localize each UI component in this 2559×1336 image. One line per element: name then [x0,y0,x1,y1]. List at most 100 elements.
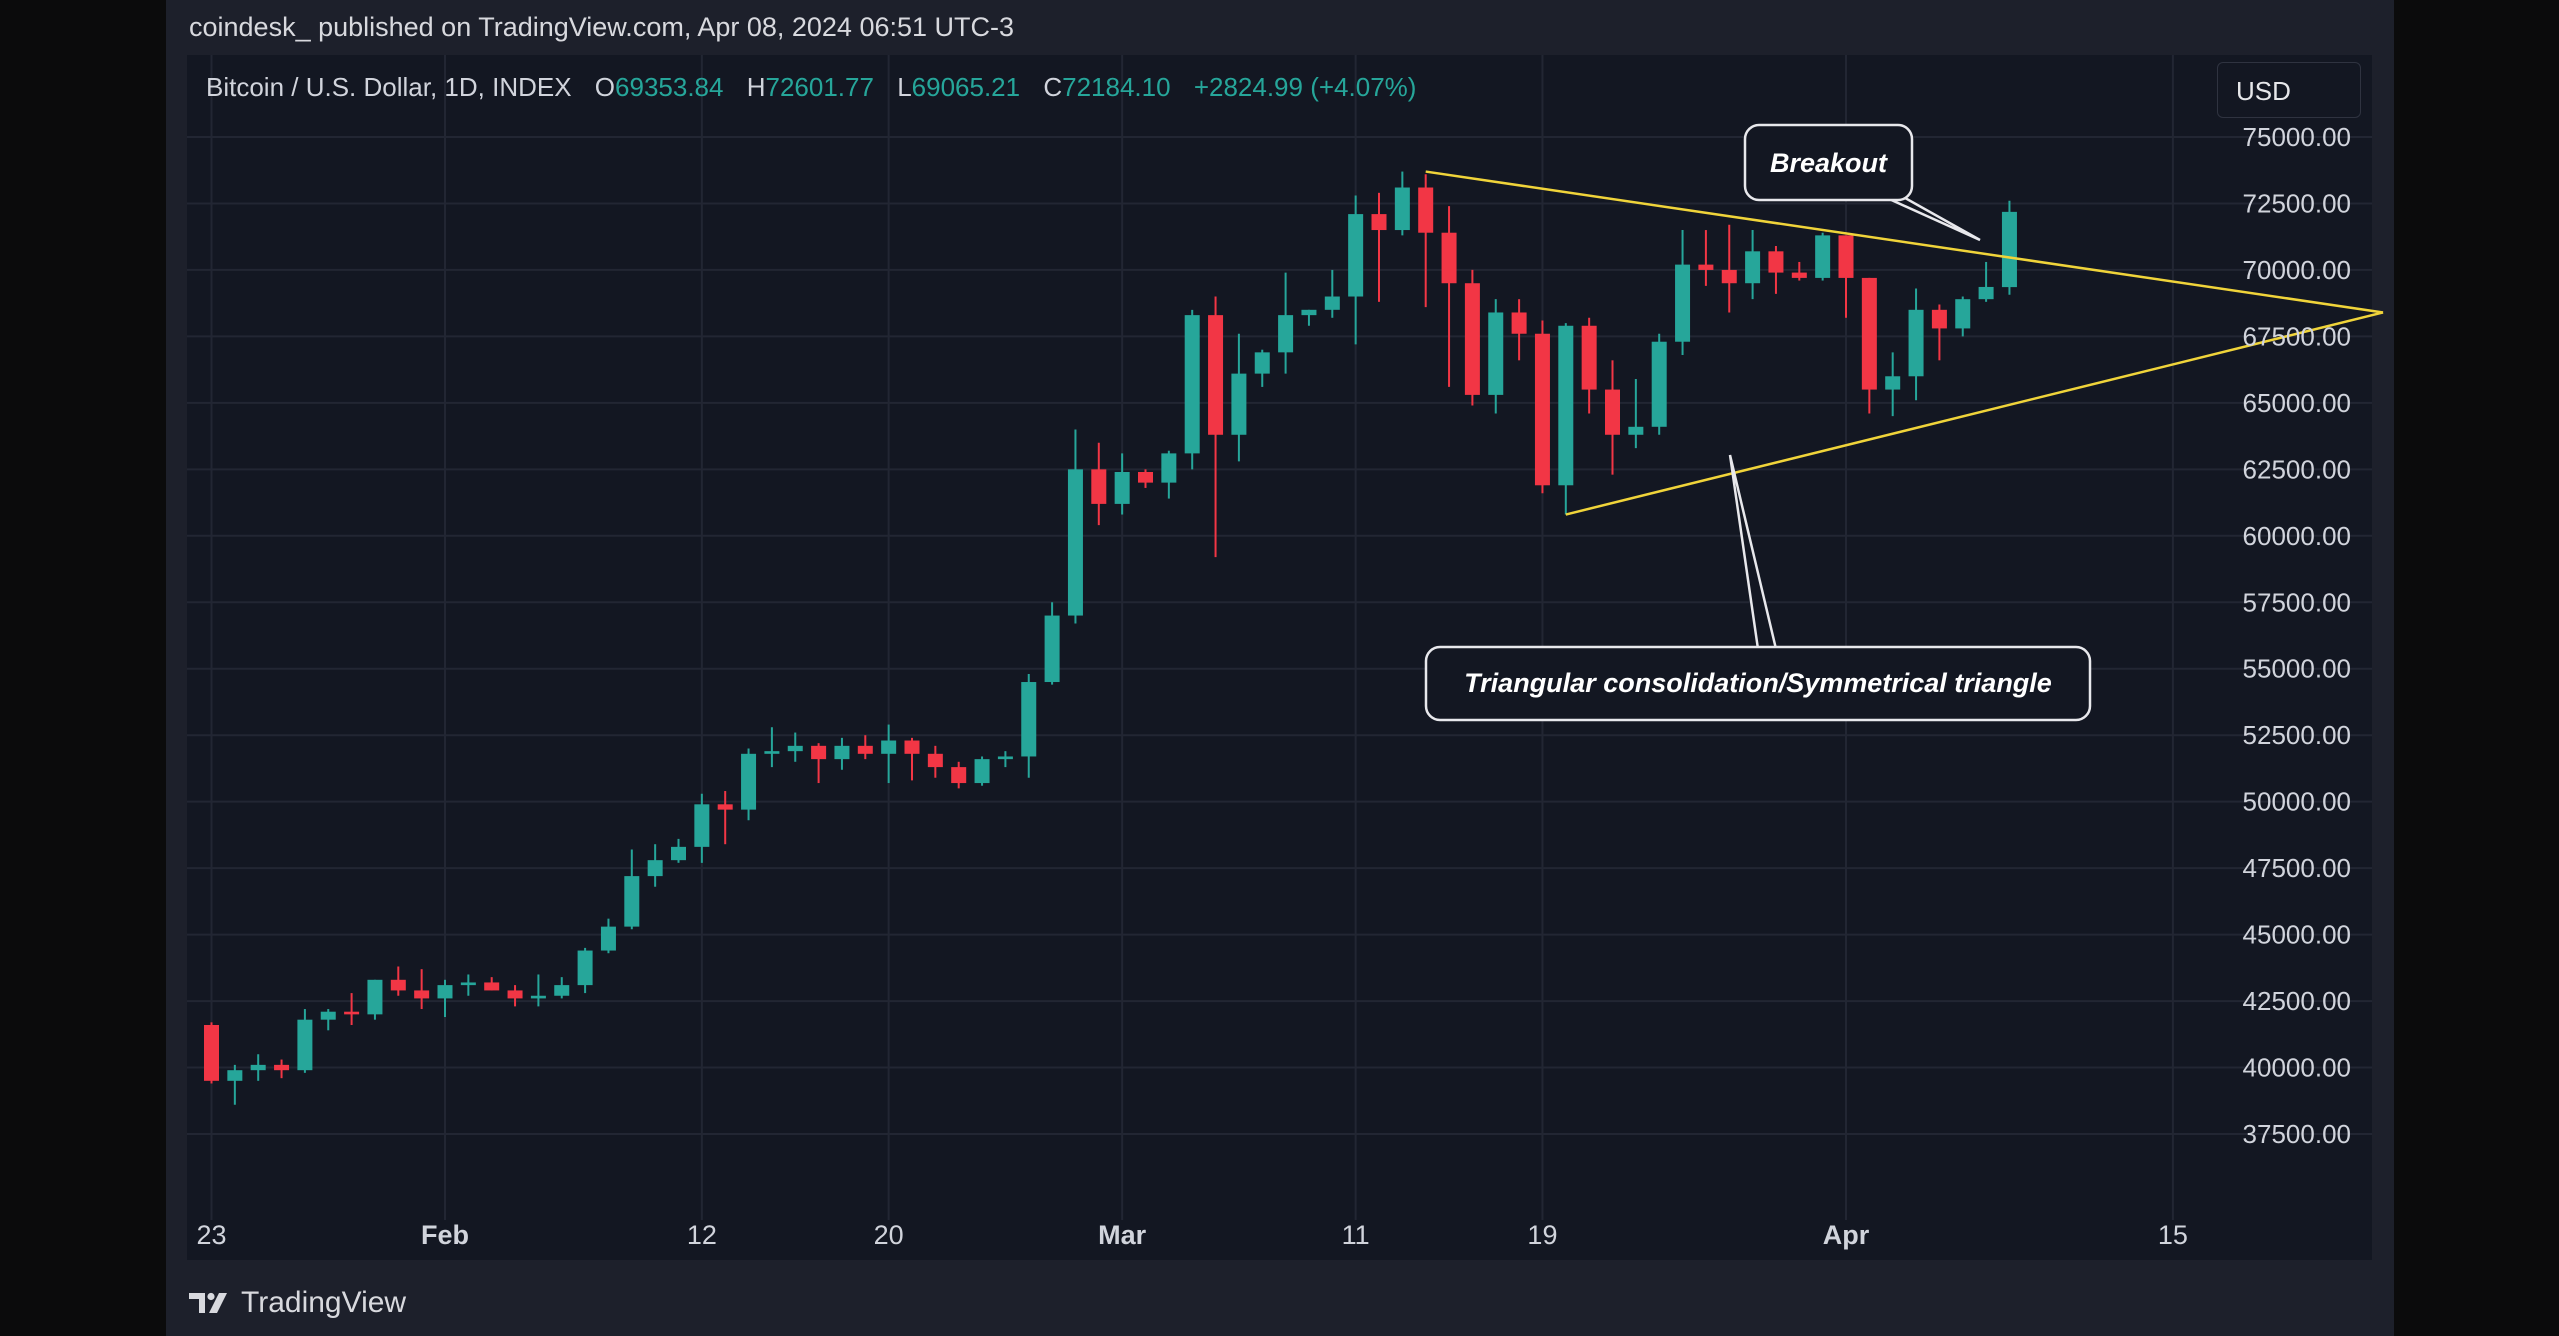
candle-body [1861,277,1877,390]
y-tick-label: 52500.00 [2243,720,2351,750]
open-label: O [594,72,616,102]
candle [530,974,546,1007]
candle [1324,269,1340,318]
candle-body [1464,283,1480,395]
candle [2001,200,2017,295]
low-value: 69065.21 [911,72,1021,102]
y-tick-label: 42500.00 [2243,986,2351,1016]
candle-body [1138,471,1153,483]
brand-name: TradingView [241,1286,407,1319]
candle [484,977,500,991]
candle-body [554,985,570,996]
candle [344,993,360,1025]
symbol-title: Bitcoin / U.S. Dollar, 1D, INDEX [206,72,572,102]
candle [927,745,943,778]
candle-body [1745,251,1761,284]
y-tick-label: 55000.00 [2243,654,2351,684]
currency-button[interactable]: USD [2217,62,2361,118]
candle-body [1605,389,1620,435]
low-label: L [897,72,912,102]
candle [320,1009,336,1031]
x-tick-label: Feb [421,1220,469,1250]
candle [997,751,1013,768]
candle [1301,309,1317,326]
candle [227,1064,243,1105]
candle [1791,261,1807,281]
candle [1278,272,1294,374]
callout-box [1424,645,2092,722]
candle-body [507,990,523,999]
candle-body [274,1064,290,1071]
candle [1931,304,1947,361]
candle [764,727,780,768]
candle-body [390,979,406,991]
candle-body [927,753,943,768]
candle [1231,333,1247,462]
candle [1651,333,1667,435]
candle [624,849,640,930]
candle [1114,453,1130,515]
candle [1184,309,1200,470]
candle [1885,352,1901,417]
candle-body [1978,286,1994,300]
candle-body [1278,315,1294,353]
tradingview-logo[interactable]: TradingView [189,1286,406,1320]
candle [1581,317,1597,414]
candle-body [227,1070,243,1081]
candle-body [1208,315,1224,435]
candle-body [297,1019,313,1071]
candle-body [1558,325,1574,486]
candle-body [1885,376,1901,390]
candle-body [951,767,967,784]
candle [1488,299,1504,414]
candle [1394,171,1410,236]
candle [1721,224,1737,313]
candle [577,947,593,994]
candle-body [1675,264,1691,342]
candle [671,838,686,863]
candle-body [881,740,897,754]
callout-text: Breakout [1770,148,1888,178]
candle-body [1161,453,1177,483]
y-tick-label: 57500.00 [2243,587,2351,617]
candle [1138,469,1153,488]
candle-body [1581,325,1597,390]
candle-body [250,1064,266,1071]
callout-pointer [1728,454,1778,650]
x-tick-label: 11 [1342,1220,1370,1250]
candle-body [1651,341,1667,427]
y-tick-label: 67500.00 [2243,321,2351,351]
candle-body [600,926,616,951]
candle [811,743,827,784]
y-tick-label: 50000.00 [2243,787,2351,817]
y-tick-label: 72500.00 [2243,188,2351,218]
candle [1675,230,1691,356]
candle-body [1441,232,1457,284]
symbol-legend: Bitcoin / U.S. Dollar, 1D, INDEX O69353.… [206,72,1432,103]
candle-body [997,756,1013,760]
candle-body [694,804,710,847]
y-tick-label: 40000.00 [2243,1053,2351,1083]
candle-body [1931,309,1947,329]
high-label: H [746,72,766,102]
candle-body [787,745,803,752]
candle [1745,230,1761,300]
triangle-trendline [1565,311,2384,516]
candle-body [1955,299,1971,329]
candle [1558,323,1574,515]
y-tick-label: 60000.00 [2243,521,2351,551]
candle-body [904,740,920,754]
candle [1605,360,1620,475]
candle [1021,674,1037,778]
candle [1511,299,1527,361]
candle-body [460,982,476,986]
candle-body [1324,296,1340,310]
callout-text: Triangular consolidation/Symmetrical tri… [1464,668,2052,698]
candle [1768,246,1784,294]
candle [274,1059,290,1079]
candle-body [1511,312,1527,334]
candle-body [811,745,827,760]
candle-body [577,950,593,986]
candle-body [1908,309,1924,377]
